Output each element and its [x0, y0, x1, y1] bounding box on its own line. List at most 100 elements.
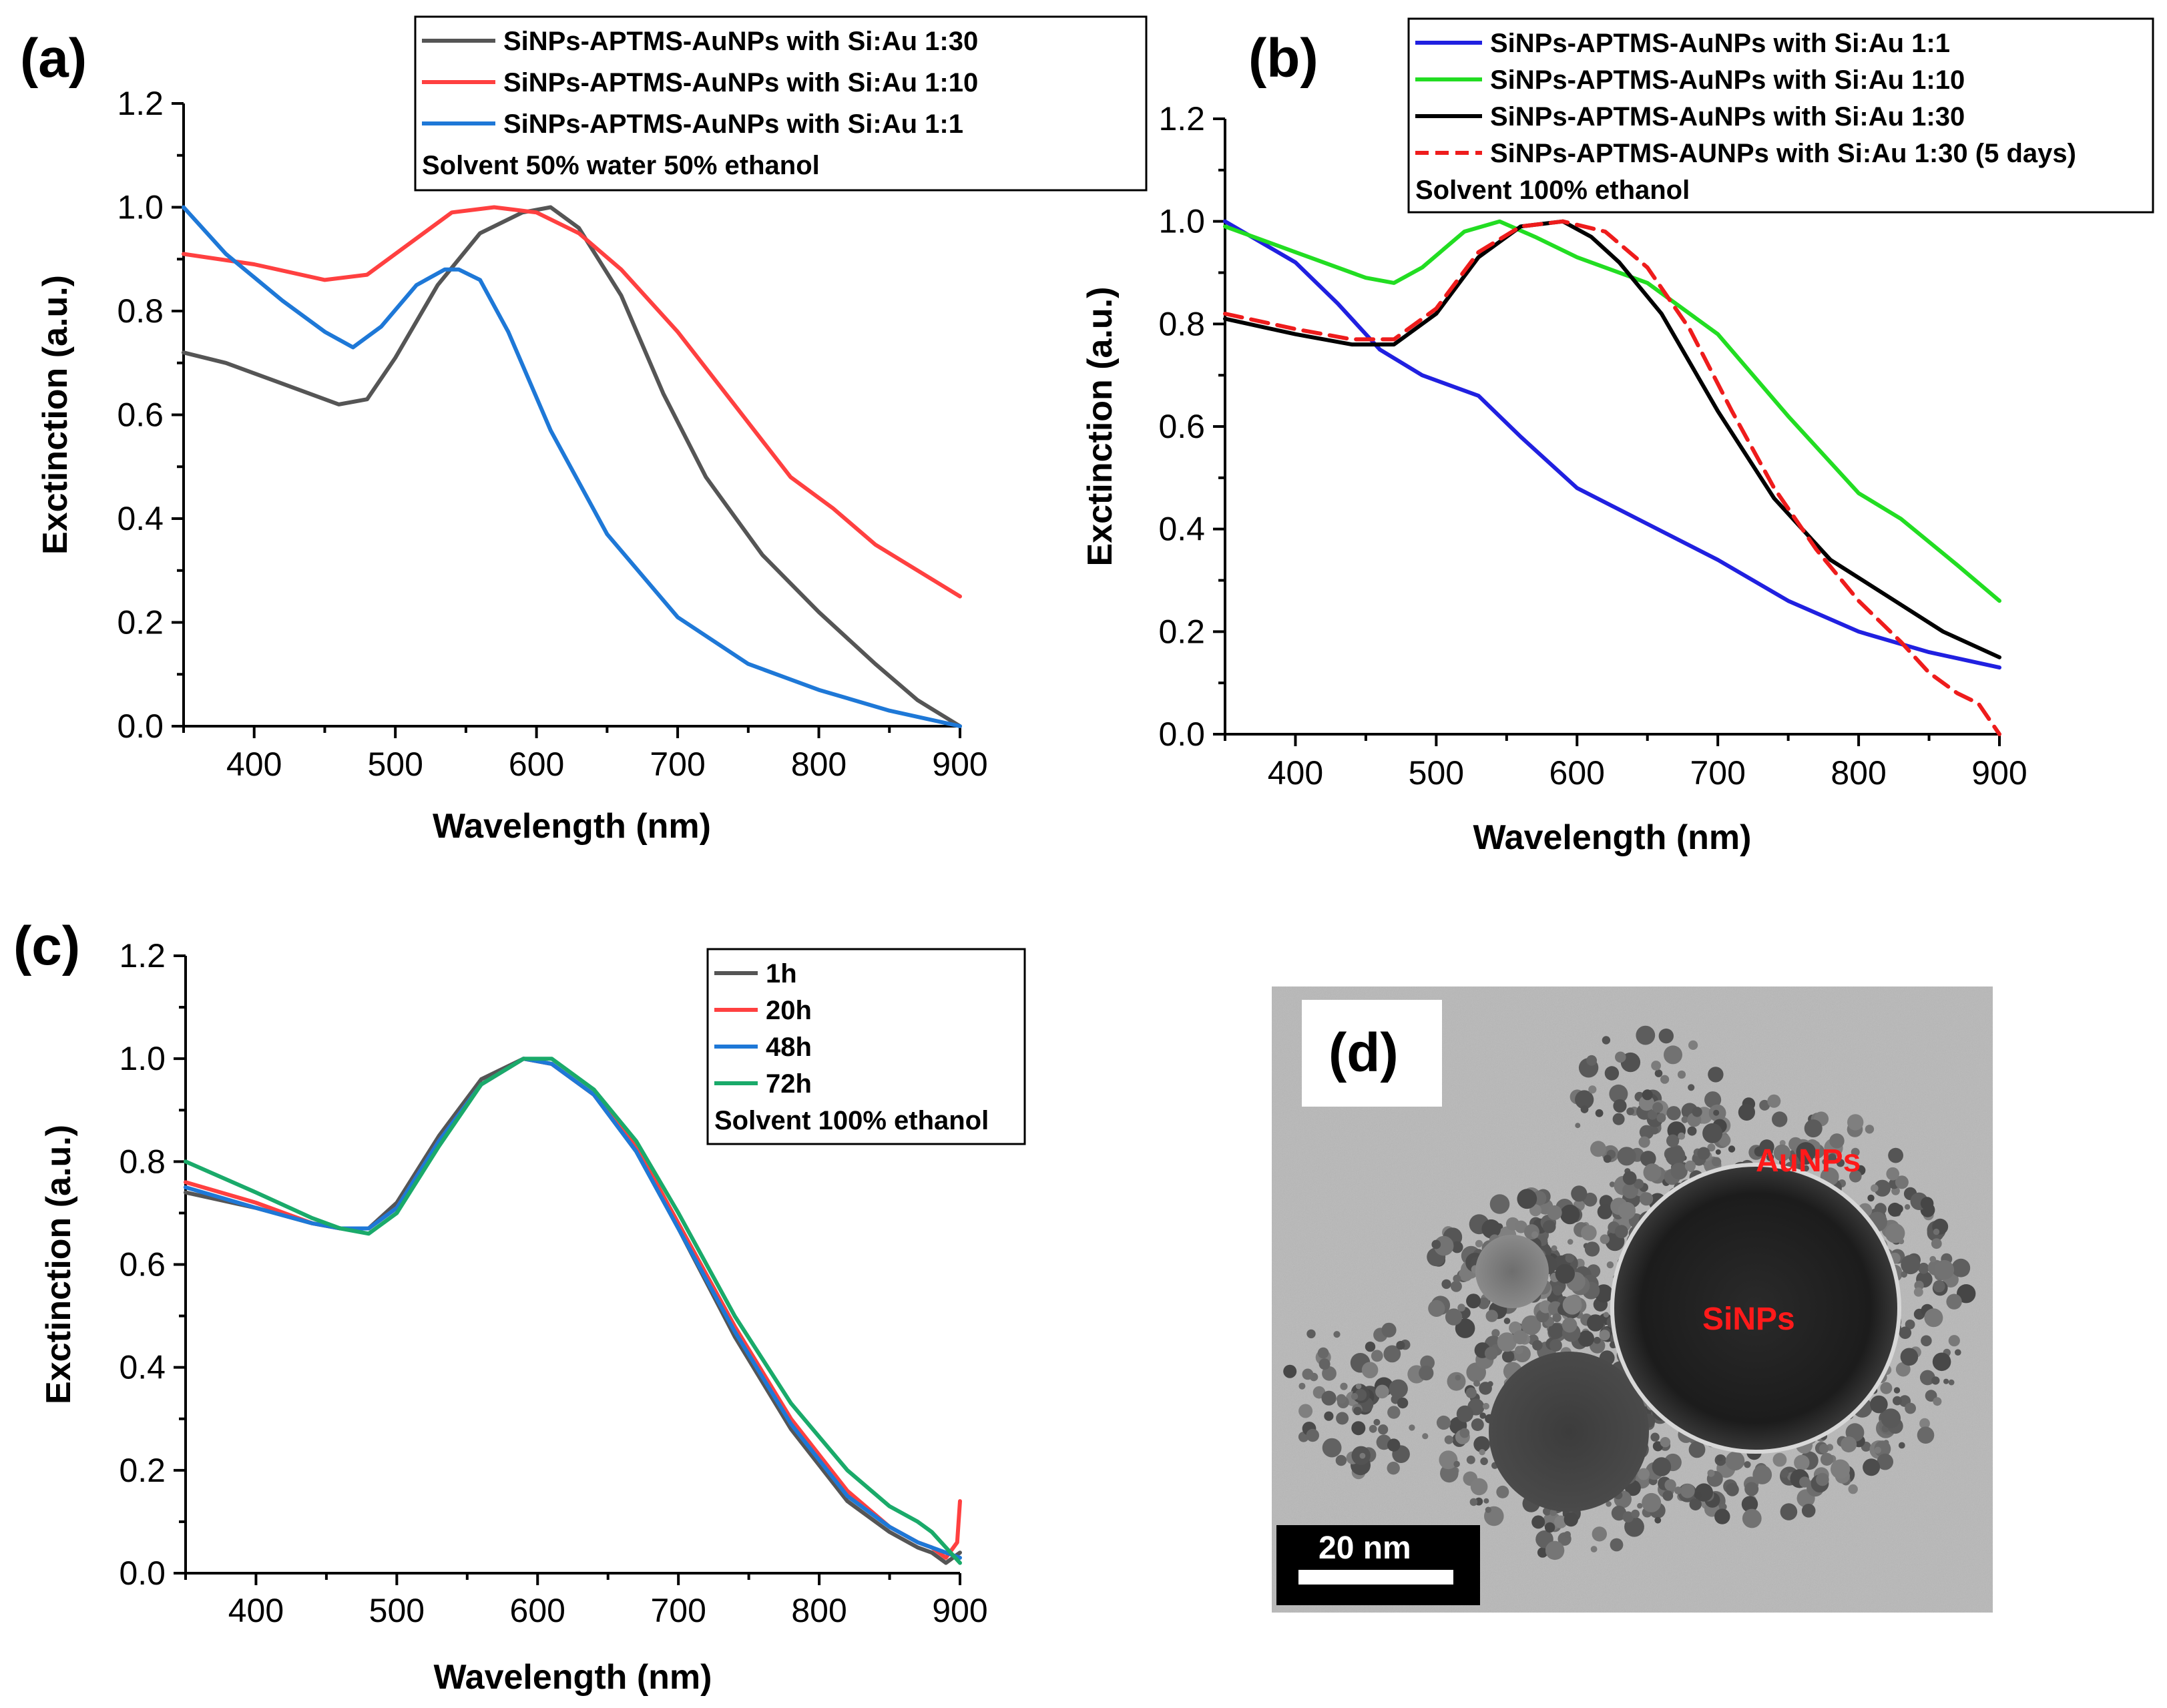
gold-nanoparticle: [1491, 1329, 1500, 1338]
gold-nanoparticle: [1895, 1175, 1909, 1189]
gold-nanoparticle: [1503, 1318, 1511, 1324]
gold-nanoparticle: [1642, 1089, 1653, 1101]
gold-nanoparticle: [1531, 1515, 1545, 1529]
gold-nanoparticle: [1306, 1428, 1320, 1442]
gold-nanoparticle: [1651, 1061, 1662, 1071]
gold-nanoparticle: [1712, 1157, 1722, 1167]
gold-nanoparticle: [1575, 1123, 1581, 1129]
gold-nanoparticle: [1880, 1382, 1893, 1394]
gold-nanoparticle: [1542, 1220, 1556, 1233]
y-tick-label: 0.4: [1158, 511, 1205, 548]
gold-nanoparticle: [1726, 1482, 1739, 1496]
gold-nanoparticle: [1674, 1486, 1682, 1494]
gold-nanoparticle: [1515, 1346, 1523, 1354]
gold-nanoparticle: [1704, 1091, 1722, 1109]
gold-nanoparticle: [1728, 1145, 1736, 1153]
gold-nanoparticle: [1547, 1323, 1564, 1340]
gold-nanoparticle: [1459, 1428, 1470, 1438]
gold-nanoparticle: [1707, 1143, 1716, 1152]
gold-nanoparticle: [1453, 1274, 1461, 1283]
gold-nanoparticle: [1796, 1142, 1816, 1162]
gold-nanoparticle: [1381, 1322, 1397, 1338]
y-tick-label: 1.0: [1158, 203, 1205, 240]
gold-nanoparticle: [1549, 1509, 1557, 1516]
gold-nanoparticle: [1444, 1435, 1453, 1444]
gold-nanoparticle: [1715, 1149, 1721, 1155]
gold-nanoparticle: [1713, 1109, 1720, 1116]
series-line-4: [184, 1057, 962, 1565]
gold-nanoparticle: [1794, 1454, 1810, 1471]
gold-nanoparticle: [1470, 1478, 1488, 1496]
gold-nanoparticle: [1618, 1201, 1636, 1220]
gold-nanoparticle: [1707, 1469, 1715, 1477]
scale-bar-label: 20 nm: [1318, 1530, 1411, 1566]
gold-nanoparticle: [1455, 1374, 1461, 1381]
gold-nanoparticle: [1904, 1204, 1911, 1210]
gold-nanoparticle: [1532, 1340, 1543, 1351]
gold-nanoparticle: [1622, 1511, 1634, 1523]
medium-particle-bottom: [1489, 1352, 1649, 1512]
gold-nanoparticle: [1955, 1349, 1961, 1356]
gold-nanoparticle: [1436, 1415, 1451, 1430]
gold-nanoparticle: [1567, 1239, 1574, 1245]
gold-nanoparticle: [1617, 1147, 1636, 1166]
x-tick-label: 800: [791, 746, 847, 783]
gold-nanoparticle: [1365, 1342, 1376, 1352]
gold-nanoparticle: [1899, 1326, 1912, 1340]
gold-nanoparticle: [1409, 1424, 1415, 1431]
gold-nanoparticle: [1841, 1436, 1857, 1453]
legend-label: 48h: [766, 1033, 812, 1062]
x-tick-label: 600: [509, 746, 564, 783]
gold-nanoparticle: [1885, 1223, 1905, 1243]
gold-nanoparticle: [1375, 1384, 1389, 1399]
panel-label-c: (c): [13, 916, 80, 976]
tem-image-panel: (d) AuNPs SiNPs 20 nm: [1272, 986, 1993, 1613]
gold-nanoparticle: [1333, 1331, 1341, 1338]
gold-nanoparticle: [1893, 1387, 1901, 1394]
gold-nanoparticle: [1547, 1205, 1562, 1220]
gold-nanoparticle: [1555, 1263, 1575, 1284]
gold-nanoparticle: [1951, 1258, 1971, 1277]
x-tick-label: 500: [369, 1592, 425, 1629]
gold-nanoparticle: [1588, 1085, 1597, 1094]
series-line-4: [1223, 219, 2001, 736]
gold-nanoparticle: [1501, 1350, 1515, 1363]
gold-nanoparticle: [1636, 1025, 1656, 1045]
y-tick-label: 0.2: [1158, 613, 1205, 650]
sinps-label: SiNPs: [1702, 1302, 1795, 1337]
gold-nanoparticle: [1725, 1451, 1745, 1471]
gold-nanoparticle: [1592, 1526, 1607, 1542]
gold-nanoparticle: [1355, 1389, 1367, 1401]
y-tick-label: 0.6: [1158, 408, 1205, 445]
gold-nanoparticle: [1497, 1332, 1517, 1352]
gold-nanoparticle: [1351, 1393, 1359, 1400]
gold-nanoparticle: [1529, 1204, 1541, 1217]
gold-nanoparticle: [1594, 1336, 1601, 1344]
gold-nanoparticle: [1905, 1402, 1917, 1414]
gold-nanoparticle: [1563, 1512, 1578, 1527]
gold-nanoparticle: [1921, 1335, 1932, 1347]
gold-nanoparticle: [1836, 1159, 1845, 1167]
gold-nanoparticle: [1918, 1262, 1929, 1274]
gold-nanoparticle: [1929, 1255, 1936, 1263]
gold-nanoparticle: [1419, 1366, 1434, 1381]
gold-nanoparticle: [1919, 1370, 1935, 1386]
legend-label: SiNPs-APTMS-AuNPs with Si:Au 1:30: [1490, 102, 1965, 131]
gold-nanoparticle: [1822, 1159, 1828, 1165]
gold-nanoparticle: [1551, 1245, 1557, 1251]
y-axis-title: Exctinction (a.u.): [1081, 287, 1120, 567]
gold-nanoparticle: [1638, 1136, 1650, 1148]
gold-nanoparticle: [1439, 1450, 1458, 1470]
gold-nanoparticle: [1639, 1125, 1654, 1140]
gold-nanoparticle: [1581, 1225, 1597, 1241]
legend-label: SiNPs-APTMS-AuNPs with Si:Au 1:10: [1490, 65, 1965, 95]
legend-label: SiNPs-APTMS-AuNPs with Si:Au 1:1: [1490, 29, 1950, 58]
gold-nanoparticle: [1895, 1362, 1911, 1377]
gold-nanoparticle: [1801, 1504, 1816, 1518]
gold-nanoparticle: [1321, 1390, 1337, 1406]
gold-nanoparticle: [1561, 1318, 1578, 1333]
legend-label: SiNPs-APTMS-AuNPs with Si:Au 1:10: [503, 68, 978, 97]
gold-nanoparticle: [1893, 1396, 1902, 1406]
gold-nanoparticle: [1387, 1438, 1401, 1452]
gold-nanoparticle: [1586, 1055, 1598, 1066]
